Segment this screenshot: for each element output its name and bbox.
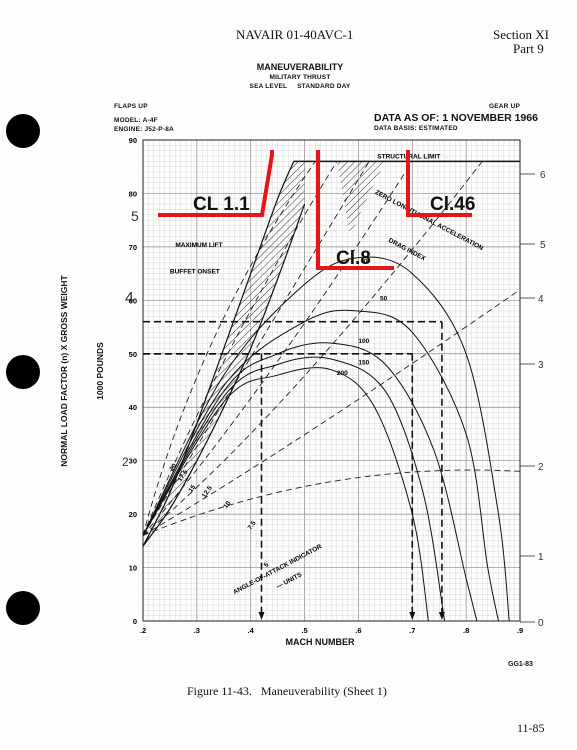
y-tick-label: 30 — [129, 457, 137, 466]
aoa-line-12-5 — [142, 161, 413, 536]
cl-annotation-3: Cl.46 — [430, 194, 475, 215]
guide-arrow — [409, 612, 416, 620]
buffet-onset-curve — [142, 203, 306, 547]
config-gear: GEAR UP — [489, 103, 521, 110]
margin-note-right: 1 — [538, 552, 544, 563]
y-axis-label-units: 1000 POUNDS — [95, 342, 105, 400]
page-number: 11-85 — [517, 721, 545, 735]
figure-caption: Figure 11-43. Maneuverability (Sheet 1) — [187, 684, 387, 698]
chart-subtitle-thrust: MILITARY THRUST — [269, 74, 331, 81]
cl-annotation-2: Cl.8 — [336, 248, 371, 269]
aoa-line-5 — [142, 469, 521, 536]
cl-marker-3 — [406, 150, 472, 217]
hatch-wedge — [293, 161, 305, 205]
plot-frame — [142, 139, 521, 622]
document-id: NAVAIR 01-40AVC-1 — [236, 27, 354, 42]
binder-hole — [6, 591, 40, 625]
x-tick-label: .6 — [355, 626, 361, 635]
maximum-lift-label: MAXIMUM LIFT — [175, 242, 222, 249]
x-tick-label: .2 — [140, 626, 146, 635]
x-tick-label: .4 — [248, 626, 255, 635]
x-tick-label: .5 — [301, 626, 307, 635]
y-tick-label: 20 — [129, 510, 137, 519]
y-tick-label: 50 — [129, 350, 137, 359]
data-basis: DATA BASIS: ESTIMATED — [374, 125, 458, 132]
y-tick-label: 90 — [129, 136, 137, 145]
y-tick-label: 10 — [129, 564, 137, 573]
margin-note-left: 4 — [125, 290, 134, 307]
figure-code: GG1-83 — [508, 661, 533, 668]
chart-title: MANEUVERABILITY — [256, 62, 344, 72]
section-label: Section XI — [493, 27, 549, 42]
binder-hole — [6, 114, 40, 148]
binder-hole — [6, 355, 40, 389]
drag-index-label-0: 0 — [364, 258, 368, 265]
config-flaps: FLAPS UP — [114, 103, 148, 110]
chart-subtitle-conditions: SEA LEVEL STANDARD DAY — [249, 83, 351, 90]
cl-annotation-1: CL 1.1 — [193, 194, 250, 215]
y-axis-label: NORMAL LOAD FACTOR (n) X GROSS WEIGHT — [59, 275, 69, 467]
cl-marker-1 — [158, 150, 274, 217]
y-tick-label: 40 — [129, 403, 137, 412]
aoa-value-15: 15 — [187, 484, 197, 494]
model-label: MODEL: A-4F — [114, 117, 158, 124]
y-tick-label: 60 — [129, 296, 137, 305]
y-tick-label: 0 — [133, 617, 137, 626]
drag-index-label-50: 50 — [380, 295, 388, 302]
data-date: DATA AS OF: 1 NOVEMBER 1966 — [374, 112, 538, 124]
drag-index-label-150: 150 — [358, 359, 369, 366]
drag-index-curve-100 — [142, 342, 478, 622]
x-axis-label: MACH NUMBER — [285, 637, 355, 647]
margin-note-left: 2 — [122, 455, 129, 469]
margin-note-right: 0 — [538, 618, 544, 629]
aoa-value-12-5: 12.5 — [201, 485, 214, 500]
aoa-line-15 — [142, 161, 370, 536]
aoa-value-5: 5 — [263, 561, 271, 568]
aoa-line-10 — [142, 161, 483, 536]
maximum-lift-curve — [142, 161, 295, 547]
margin-note-right: 4 — [538, 294, 544, 305]
aoa-line-17-5 — [142, 161, 338, 536]
cl-marker-2 — [316, 150, 394, 270]
plot-border — [142, 139, 521, 622]
aoa-value-10: 10 — [222, 500, 232, 510]
drag-index-curve-0 — [142, 256, 510, 622]
aoa-line-7-5 — [142, 289, 521, 536]
guide-arrow — [258, 612, 265, 620]
margin-note-right: 5 — [540, 240, 546, 251]
guide-arrow — [438, 612, 445, 620]
x-tick-label: .9 — [517, 626, 523, 635]
aoa-units-label: — UNITS — [275, 571, 303, 591]
engine-label: ENGINE: J52-P-8A — [114, 126, 174, 133]
margin-note-left: 5 — [131, 208, 139, 224]
aoa-value-20: 20 — [169, 462, 179, 472]
aoa-value-7-5: 7.5 — [247, 520, 258, 532]
y-tick-label: 80 — [129, 189, 137, 198]
drag-index-label-100: 100 — [358, 338, 369, 345]
part-label: Part 9 — [513, 41, 544, 56]
y-tick-label: 70 — [129, 243, 137, 252]
buffet-onset-label: BUFFET ONSET — [170, 269, 220, 276]
margin-note-right: 3 — [538, 360, 544, 371]
drag-index-curve-150 — [142, 356, 446, 622]
x-tick-label: .3 — [194, 626, 200, 635]
drag-index-curve-50 — [142, 309, 499, 622]
margin-note-right: 2 — [538, 462, 544, 473]
drag-index-label-200: 200 — [337, 370, 348, 377]
hatch-wedge — [336, 161, 386, 237]
margin-note-right: 6 — [540, 170, 546, 181]
x-tick-label: .8 — [463, 626, 469, 635]
x-tick-label: .7 — [409, 626, 415, 635]
